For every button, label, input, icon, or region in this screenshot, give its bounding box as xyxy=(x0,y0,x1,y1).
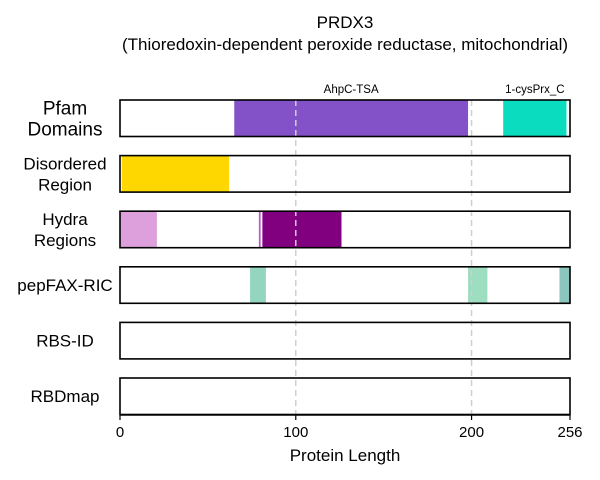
track-border xyxy=(119,321,571,360)
track-segment xyxy=(262,211,342,248)
track-segment xyxy=(234,100,469,137)
x-tick-label: 100 xyxy=(283,424,308,441)
track-label: RBDmap xyxy=(31,387,100,406)
track-background xyxy=(120,322,570,359)
chart-title: PRDX3 xyxy=(317,13,374,32)
track-border xyxy=(119,265,571,305)
x-tick-label: 0 xyxy=(116,424,124,441)
track-background xyxy=(120,266,570,304)
track-label: Domains xyxy=(28,119,103,140)
track-label: Disordered xyxy=(23,154,106,173)
track-border xyxy=(119,154,571,193)
track-segment xyxy=(503,100,567,137)
track-background xyxy=(120,211,570,248)
track-label: Pfam xyxy=(43,98,87,119)
x-axis-label: Protein Length xyxy=(290,446,401,465)
track-segment xyxy=(120,211,157,248)
track-background xyxy=(120,378,570,415)
track-label: Regions xyxy=(34,231,96,250)
track-label: RBS-ID xyxy=(36,332,94,351)
track-segment xyxy=(121,155,229,193)
domain-label: 1-cysPrx_C xyxy=(505,84,564,96)
grid-lines xyxy=(295,100,473,415)
track-label: pepFAX-RIC xyxy=(17,276,112,295)
track-segment xyxy=(468,266,488,304)
x-tick-label: 200 xyxy=(459,424,484,441)
chart-subtitle: (Thioredoxin-dependent peroxide reductas… xyxy=(122,35,568,54)
x-axis: 0 100 200 256 xyxy=(116,414,583,441)
track-segment xyxy=(559,266,570,304)
track-label: Hydra xyxy=(42,210,88,229)
track-segment xyxy=(258,211,261,248)
track-border xyxy=(119,99,571,138)
track-segment xyxy=(250,266,266,304)
track-label: Region xyxy=(38,175,92,194)
track-border xyxy=(119,210,571,249)
domain-label: AhpC-TSA xyxy=(324,84,379,96)
x-tick-label: 256 xyxy=(557,424,582,441)
